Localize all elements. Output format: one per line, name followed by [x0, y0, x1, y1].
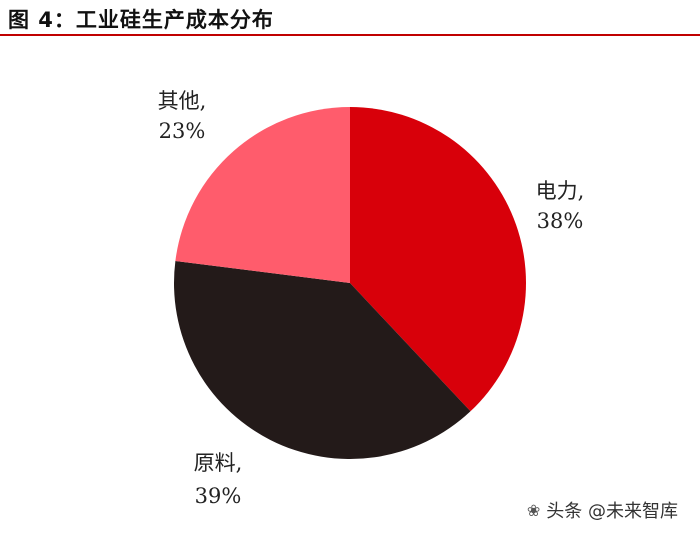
slice-value-label-0: 38%: [537, 209, 584, 233]
slice-value-label-2: 23%: [159, 119, 206, 143]
slice-name-label-0: 电力,: [536, 179, 585, 203]
chart-title: 图 4：工业硅生产成本分布: [8, 8, 274, 32]
pie-slice-2: [175, 107, 350, 283]
pie-slice-1: [173, 260, 471, 460]
slice-name-label-2: 其他,: [158, 89, 207, 113]
title-divider: [0, 34, 700, 36]
watermark: ❀ 头条 @未来智库: [527, 497, 678, 523]
slice-name-label-1: 原料,: [194, 451, 243, 475]
wechat-icon: ❀: [526, 500, 541, 520]
pie-slice-0: [350, 107, 527, 412]
slice-value-label-1: 39%: [195, 484, 242, 508]
watermark-text: 头条 @未来智库: [546, 501, 678, 522]
